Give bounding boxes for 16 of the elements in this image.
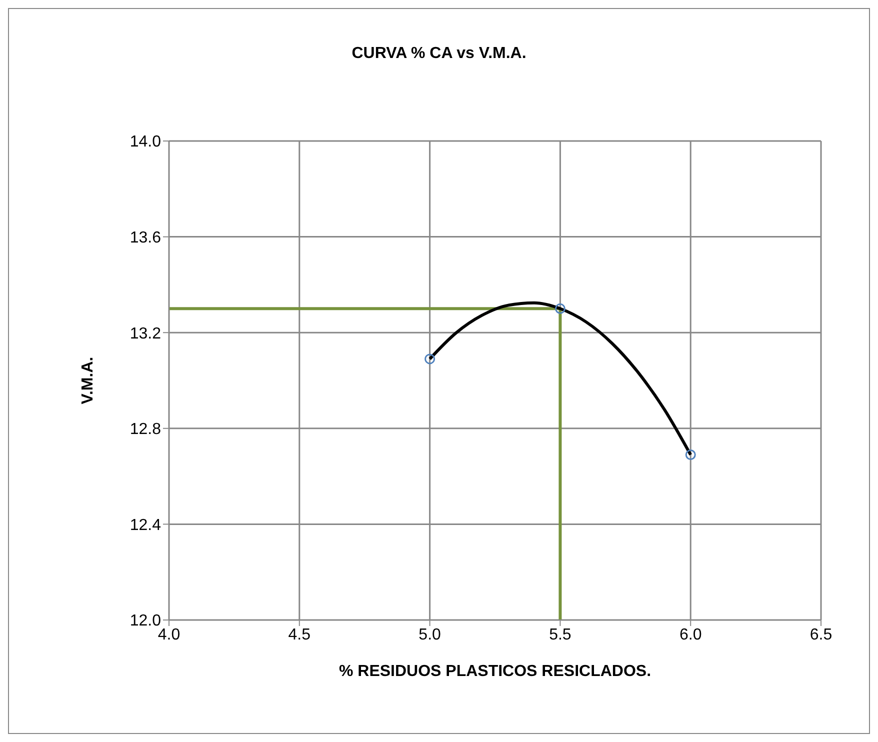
x-tick-label: 6.0 (679, 626, 702, 644)
x-tick-label: 4.5 (288, 626, 311, 644)
y-tick-label: 12.8 (130, 421, 162, 438)
point (685, 449, 696, 460)
x-tick-label: 5.0 (418, 626, 442, 644)
y-tick-label: 12.4 (130, 516, 162, 534)
y-tick-label: 13.6 (130, 229, 162, 246)
point (424, 354, 436, 364)
chart-title: CURVA % CA vs V.M.A. (350, 45, 528, 63)
y-axis-title: V.M.A. (80, 356, 97, 404)
x-axis-title: % RESIDUOS PLASTICOS RESICLADOS. (338, 663, 652, 680)
y-tick-label: 14.0 (130, 134, 162, 151)
y-tick-label: 13.2 (130, 325, 162, 342)
x-tick-label: 6.5 (810, 626, 832, 644)
point (554, 303, 566, 314)
x-tick-label: 5.5 (549, 626, 572, 644)
